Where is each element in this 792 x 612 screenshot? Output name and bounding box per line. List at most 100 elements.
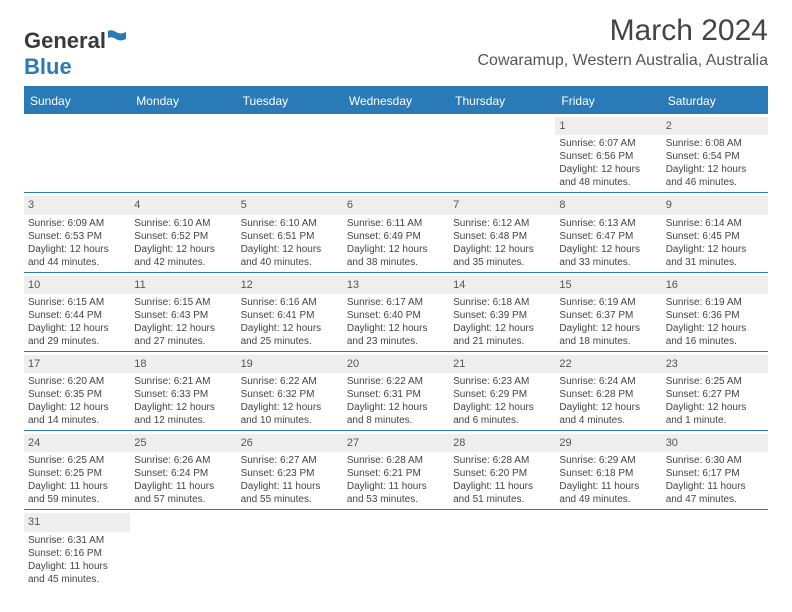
- daylight-text: and 42 minutes.: [134, 256, 232, 269]
- day-number: 3: [24, 196, 130, 214]
- day-cell: 17Sunrise: 6:20 AMSunset: 6:35 PMDayligh…: [24, 352, 130, 430]
- sunset-text: Sunset: 6:54 PM: [666, 150, 764, 163]
- day-number: 19: [237, 355, 343, 373]
- sunset-text: Sunset: 6:24 PM: [134, 467, 232, 480]
- daylight-text: and 48 minutes.: [559, 176, 657, 189]
- title-block: March 2024 Cowaramup, Western Australia,…: [478, 14, 769, 70]
- day-number: 6: [343, 196, 449, 214]
- sunrise-text: Sunrise: 6:15 AM: [28, 296, 126, 309]
- empty-cell: [343, 114, 449, 192]
- day-cell: 25Sunrise: 6:26 AMSunset: 6:24 PMDayligh…: [130, 431, 236, 509]
- daylight-text: Daylight: 12 hours: [666, 163, 764, 176]
- daylight-text: and 44 minutes.: [28, 256, 126, 269]
- daylight-text: Daylight: 12 hours: [347, 401, 445, 414]
- day-cell: 30Sunrise: 6:30 AMSunset: 6:17 PMDayligh…: [662, 431, 768, 509]
- week-row: 10Sunrise: 6:15 AMSunset: 6:44 PMDayligh…: [24, 273, 768, 352]
- sunset-text: Sunset: 6:21 PM: [347, 467, 445, 480]
- day-cell: 1 Sunrise: 6:07 AMSunset: 6:56 PMDaylight…: [555, 114, 661, 192]
- sunrise-text: Sunrise: 6:22 AM: [241, 375, 339, 388]
- sunset-text: Sunset: 6:29 PM: [453, 388, 551, 401]
- flag-icon: [108, 29, 128, 46]
- daylight-text: and 51 minutes.: [453, 493, 551, 506]
- sunrise-text: Sunrise: 6:26 AM: [134, 454, 232, 467]
- empty-cell: [555, 510, 661, 588]
- day-number: 16: [662, 276, 768, 294]
- daylight-text: Daylight: 11 hours: [666, 480, 764, 493]
- day-number: 15: [555, 276, 661, 294]
- daylight-text: and 27 minutes.: [134, 335, 232, 348]
- daylight-text: and 45 minutes.: [28, 573, 126, 586]
- sunrise-text: Sunrise: 6:24 AM: [559, 375, 657, 388]
- daylight-text: and 31 minutes.: [666, 256, 764, 269]
- day-headers-row: SundayMondayTuesdayWednesdayThursdayFrid…: [24, 88, 768, 114]
- daylight-text: Daylight: 12 hours: [559, 163, 657, 176]
- day-cell: 24Sunrise: 6:25 AMSunset: 6:25 PMDayligh…: [24, 431, 130, 509]
- day-number: 26: [237, 434, 343, 452]
- sunset-text: Sunset: 6:48 PM: [453, 230, 551, 243]
- calendar: SundayMondayTuesdayWednesdayThursdayFrid…: [24, 86, 768, 589]
- day-cell: 15Sunrise: 6:19 AMSunset: 6:37 PMDayligh…: [555, 273, 661, 351]
- sunset-text: Sunset: 6:18 PM: [559, 467, 657, 480]
- daylight-text: Daylight: 12 hours: [241, 401, 339, 414]
- day-number: 9: [662, 196, 768, 214]
- sunset-text: Sunset: 6:56 PM: [559, 150, 657, 163]
- sunrise-text: Sunrise: 6:15 AM: [134, 296, 232, 309]
- sunset-text: Sunset: 6:31 PM: [347, 388, 445, 401]
- daylight-text: and 14 minutes.: [28, 414, 126, 427]
- daylight-text: Daylight: 12 hours: [28, 243, 126, 256]
- daylight-text: Daylight: 12 hours: [559, 243, 657, 256]
- day-cell: 20Sunrise: 6:22 AMSunset: 6:31 PMDayligh…: [343, 352, 449, 430]
- day-number: 18: [130, 355, 236, 373]
- sunset-text: Sunset: 6:33 PM: [134, 388, 232, 401]
- sunrise-text: Sunrise: 6:25 AM: [666, 375, 764, 388]
- day-cell: 12Sunrise: 6:16 AMSunset: 6:41 PMDayligh…: [237, 273, 343, 351]
- sunset-text: Sunset: 6:16 PM: [28, 547, 126, 560]
- week-row: 1Sunrise: 6:07 AMSunset: 6:56 PMDaylight…: [24, 114, 768, 193]
- day-number: 4: [130, 196, 236, 214]
- day-cell: 9Sunrise: 6:14 AMSunset: 6:45 PMDaylight…: [662, 193, 768, 271]
- day-header-saturday: Saturday: [662, 88, 768, 114]
- day-number: 14: [449, 276, 555, 294]
- empty-cell: [130, 114, 236, 192]
- sunset-text: Sunset: 6:20 PM: [453, 467, 551, 480]
- daylight-text: Daylight: 12 hours: [28, 322, 126, 335]
- daylight-text: Daylight: 12 hours: [347, 322, 445, 335]
- day-header-friday: Friday: [555, 88, 661, 114]
- week-row: 31Sunrise: 6:31 AMSunset: 6:16 PMDayligh…: [24, 510, 768, 588]
- day-number: 21: [449, 355, 555, 373]
- sunrise-text: Sunrise: 6:19 AM: [559, 296, 657, 309]
- daylight-text: Daylight: 12 hours: [347, 243, 445, 256]
- sunrise-text: Sunrise: 6:11 AM: [347, 217, 445, 230]
- daylight-text: and 55 minutes.: [241, 493, 339, 506]
- daylight-text: and 21 minutes.: [453, 335, 551, 348]
- daylight-text: and 33 minutes.: [559, 256, 657, 269]
- sunrise-text: Sunrise: 6:25 AM: [28, 454, 126, 467]
- sunrise-text: Sunrise: 6:12 AM: [453, 217, 551, 230]
- day-number: 1: [555, 117, 661, 135]
- header: GeneralBlue March 2024 Cowaramup, Wester…: [24, 14, 768, 80]
- logo: GeneralBlue: [24, 28, 128, 80]
- daylight-text: and 57 minutes.: [134, 493, 232, 506]
- week-row: 17Sunrise: 6:20 AMSunset: 6:35 PMDayligh…: [24, 352, 768, 431]
- daylight-text: Daylight: 12 hours: [666, 322, 764, 335]
- daylight-text: Daylight: 11 hours: [347, 480, 445, 493]
- day-cell: 6Sunrise: 6:11 AMSunset: 6:49 PMDaylight…: [343, 193, 449, 271]
- day-header-monday: Monday: [130, 88, 236, 114]
- daylight-text: Daylight: 11 hours: [134, 480, 232, 493]
- week-row: 3Sunrise: 6:09 AMSunset: 6:53 PMDaylight…: [24, 193, 768, 272]
- day-number: 5: [237, 196, 343, 214]
- sunrise-text: Sunrise: 6:18 AM: [453, 296, 551, 309]
- sunrise-text: Sunrise: 6:23 AM: [453, 375, 551, 388]
- day-cell: 29Sunrise: 6:29 AMSunset: 6:18 PMDayligh…: [555, 431, 661, 509]
- daylight-text: and 40 minutes.: [241, 256, 339, 269]
- day-number: 13: [343, 276, 449, 294]
- daylight-text: Daylight: 11 hours: [28, 560, 126, 573]
- daylight-text: and 12 minutes.: [134, 414, 232, 427]
- daylight-text: and 4 minutes.: [559, 414, 657, 427]
- day-cell: 23Sunrise: 6:25 AMSunset: 6:27 PMDayligh…: [662, 352, 768, 430]
- sunset-text: Sunset: 6:25 PM: [28, 467, 126, 480]
- sunrise-text: Sunrise: 6:09 AM: [28, 217, 126, 230]
- day-cell: 26Sunrise: 6:27 AMSunset: 6:23 PMDayligh…: [237, 431, 343, 509]
- sunrise-text: Sunrise: 6:22 AM: [347, 375, 445, 388]
- sunrise-text: Sunrise: 6:07 AM: [559, 137, 657, 150]
